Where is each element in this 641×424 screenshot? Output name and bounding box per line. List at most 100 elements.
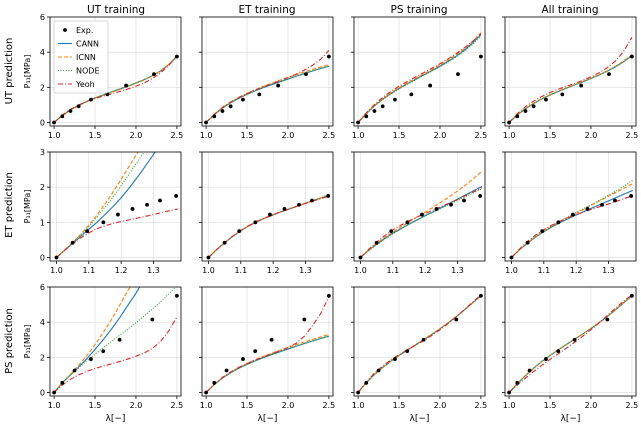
legend: Exp. CANN ICNN NODE Yeoh [53,20,109,94]
axes-frame [353,286,486,397]
exp-point [204,390,208,395]
x-tick-label: 1.3 [147,266,160,275]
legend-entry-node: NODE [58,67,100,76]
series-line-yeoh [508,36,633,123]
exp-point [509,255,514,260]
exp-point [89,357,93,361]
exp-point [507,120,511,125]
series-line-icnn [56,152,139,258]
x-tick-label: 1.2 [570,266,583,275]
exp-point [145,202,149,207]
exp-point [358,255,363,260]
exp-point [579,83,584,88]
series-line-node [56,152,145,258]
x-axis-label: λ[−] [561,414,581,424]
x-tick-label: 1.0 [200,401,213,410]
series-line-cann [205,335,330,393]
legend-label: Exp. [76,26,93,35]
exp-point [72,368,77,373]
x-tick-label: 2.0 [434,401,447,410]
exp-point [478,194,483,198]
x-tick-label: 1.0 [50,266,63,275]
exp-point [257,92,262,97]
series-line-cann [53,287,141,393]
exp-point [54,255,59,260]
legend-entry-icnn: ICNN [58,53,96,62]
axes-frame [504,286,637,397]
exp-point [605,317,610,322]
x-tick-label: 1.2 [115,266,128,275]
subplot-r0-c3: 1.0 1.5 2.0 2.5 [502,16,639,140]
x-tick-label: 2.0 [130,401,143,410]
y-tick-label: 2 [40,83,45,92]
col-title-all-training: All training [541,4,598,16]
exp-point [253,220,258,225]
exp-point [101,220,106,225]
column-titles: UT training ET training PS training All … [87,4,599,16]
exp-point [327,293,331,298]
legend-label: ICNN [76,53,96,62]
y-axis-label: P₁₁[MPa] [23,190,32,224]
exp-point [228,104,233,109]
subplot-r1-c3: 1.0 1.1 1.2 1.3 [502,151,637,275]
y-tick-label: 0 [40,118,45,127]
legend-label: CANN [76,40,99,49]
exp-point [393,97,397,102]
x-axis-label: λ[−] [410,414,430,424]
y-tick-label: 6 [40,283,45,292]
exp-point [269,337,274,342]
series-line-yeoh [511,195,633,258]
row-titles: UT prediction ET prediction PS predictio… [4,38,15,374]
axes-frame [201,286,334,397]
axes-frame [49,16,182,127]
axes-frame [504,16,637,127]
exp-point [630,54,634,59]
exp-point [60,114,65,119]
exp-point [130,207,135,211]
x-tick-label: 1.0 [48,131,61,140]
exp-point [268,212,272,217]
x-tick-label: 1.1 [82,266,95,275]
exp-point [405,349,410,354]
y-tick-label: 2 [40,353,45,362]
x-tick-label: 1.5 [544,131,557,140]
x-tick-label: 1.3 [602,266,615,275]
x-tick-label: 2.0 [130,131,143,140]
x-tick-label: 1.3 [451,266,464,275]
exp-point [449,202,453,207]
axes-frame [504,151,637,262]
exp-point [175,54,179,59]
exp-point [89,97,93,102]
exp-point [525,240,530,245]
row-title-et-prediction: ET prediction [4,172,15,238]
series-line-yeoh [53,55,178,123]
exp-point [282,207,287,211]
legend-label: NODE [76,67,100,76]
legend-marker [63,28,67,32]
exp-point [544,97,548,102]
exp-point [85,229,90,234]
subplot-r1-c2: 1.0 1.1 1.2 1.3 [351,151,486,275]
exp-point [241,97,245,102]
series-line-yeoh [205,296,330,393]
x-tick-label: 2.0 [282,401,295,410]
series-line-node [357,35,482,123]
exp-point [389,229,394,234]
exp-point [175,293,179,298]
series-line-icnn [357,295,482,393]
exp-point [585,207,590,211]
exp-point [409,92,414,97]
exp-point [560,92,565,97]
exp-point [253,349,258,354]
series-line-icnn [205,333,330,393]
axes-frame [201,16,334,127]
subplot-r1-c0: 1.0 1.1 1.2 1.3 0 1 2 3 P₁₁[MPa] [23,148,182,275]
series-line-yeoh [56,208,178,258]
y-tick-label: 4 [40,48,45,57]
series-line-node [357,295,482,393]
x-tick-label: 2.5 [626,131,639,140]
x-tick-label: 2.0 [282,131,295,140]
exp-point [479,54,483,59]
